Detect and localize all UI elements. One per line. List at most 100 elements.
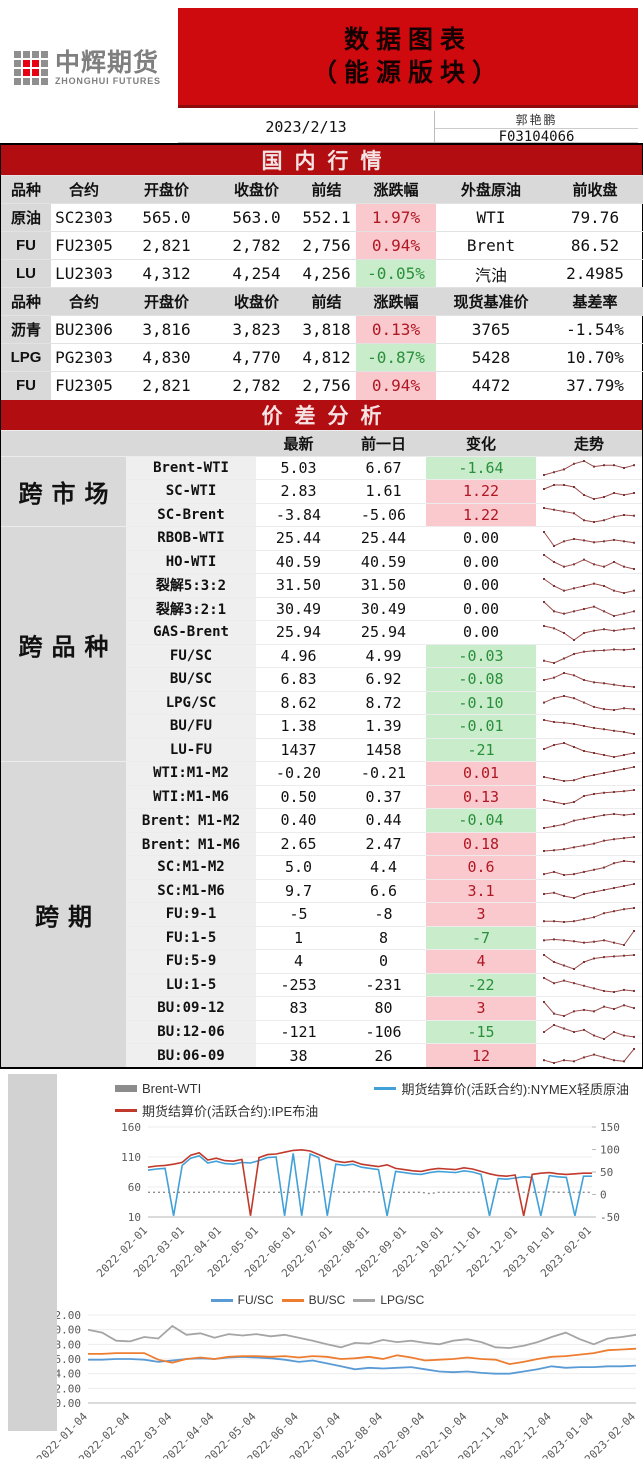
price-line-chart: 1601106010150100500-502022-02-012022-03-… <box>94 1121 620 1280</box>
sparkline-chart <box>543 789 635 806</box>
change-cell: 3 <box>426 996 536 1020</box>
domestic-data-row: 沥青 BU2306 3,816 3,823 3,818 0.13% 3765 -1.54% <box>1 315 643 344</box>
spread-name-cell: LU-FU <box>126 737 256 762</box>
spread-data-row: BU:09-12 83 80 3 <box>1 996 642 1020</box>
previous-cell: -5.06 <box>341 502 426 527</box>
sparkline-chart <box>543 601 635 618</box>
spread-data-row: FU:1-5 1 8 -7 <box>1 925 642 950</box>
trend-sparkline-cell <box>536 526 642 550</box>
prev-settle-cell: 4,812 <box>297 343 356 372</box>
ext-value-cell: -1.54% <box>546 315 643 344</box>
latest-cell: 40.59 <box>256 549 341 574</box>
left-gray-strip <box>8 1074 57 1431</box>
change-pct-cell: 0.13% <box>356 315 436 344</box>
ext-value-cell: 10.70% <box>546 343 643 372</box>
latest-cell: 0.50 <box>256 784 341 809</box>
svg-text:4.00: 4.00 <box>55 1368 82 1381</box>
svg-text:2.00: 2.00 <box>55 1382 82 1395</box>
open-cell: 4,312 <box>117 259 216 288</box>
variety-cell: FU <box>1 371 51 400</box>
latest-cell: 1.38 <box>256 714 341 738</box>
spread-data-row: LU:1-5 -253 -231 -22 <box>1 972 642 997</box>
change-cell: -0.03 <box>426 643 536 668</box>
domestic-header-cell: 合约 <box>51 175 117 204</box>
previous-cell: -231 <box>341 972 426 997</box>
trend-sparkline-cell <box>536 455 642 480</box>
spread-data-row: HO-WTI 40.59 40.59 0.00 <box>1 549 642 574</box>
spread-group-label: 跨市场 <box>1 455 126 527</box>
sparkline-chart <box>543 671 635 688</box>
previous-cell: 25.44 <box>341 526 426 550</box>
latest-cell: 5.0 <box>256 855 341 879</box>
change-cell: -15 <box>426 1019 536 1044</box>
close-cell: 2,782 <box>216 231 297 260</box>
contract-cell: FU2305 <box>51 371 117 400</box>
svg-text:0.00: 0.00 <box>55 1397 82 1410</box>
spread-name-cell: WTI:M1-M6 <box>126 784 256 809</box>
ext-value-cell: 2.4985 <box>546 259 643 288</box>
report-title-banner: 数据图表 （能源版块） <box>178 8 638 108</box>
latest-cell: 38 <box>256 1043 341 1067</box>
spread-name-cell: FU:1-5 <box>126 925 256 950</box>
spread-name-cell: HO-WTI <box>126 549 256 574</box>
spread-data-row: Brent：M1-M2 0.40 0.44 -0.04 <box>1 808 642 832</box>
trend-sparkline-cell <box>536 1043 642 1067</box>
change-cell: 0.00 <box>426 573 536 597</box>
spread-name-cell: BU:09-12 <box>126 996 256 1020</box>
change-cell: -22 <box>426 972 536 997</box>
spread-data-row: 裂解3:2:1 30.49 30.49 0.00 <box>1 596 642 621</box>
spread-name-cell: FU:5-9 <box>126 949 256 973</box>
sparkline-chart <box>543 765 635 782</box>
change-cell: 1.22 <box>426 502 536 527</box>
spread-data-row: SC-Brent -3.84 -5.06 1.22 <box>1 502 642 527</box>
trend-sparkline-cell <box>536 667 642 691</box>
trend-sparkline-cell <box>536 737 642 762</box>
legend-label: 期货结算价(活跃合约):IPE布油 <box>142 1103 319 1119</box>
spread-data-row: BU/SC 6.83 6.92 -0.08 <box>1 667 642 691</box>
change-cell: -1.64 <box>426 455 536 480</box>
sparkline-chart <box>543 695 635 712</box>
ratio-line-chart: 12.0010.008.006.004.002.000.002022-01-04… <box>34 1309 638 1464</box>
spread-data-row: 跨市场 Brent-WTI 5.03 6.67 -1.64 <box>1 455 642 527</box>
logo-squares-icon <box>14 51 48 85</box>
domestic-table: 品种 合约 开盘价 收盘价 前结 涨跌幅 外盘原油 前收盘 原油 SC2303 565.0 563.0… <box>1 175 643 400</box>
legend-nymex: 期货结算价(活跃合约):NYMEX轻质原油 <box>374 1079 629 1098</box>
svg-text:50: 50 <box>600 1166 613 1179</box>
spread-data-row: Brent：M1-M6 2.65 2.47 0.18 <box>1 831 642 856</box>
spread-name-cell: Brent：M1-M2 <box>126 808 256 832</box>
prev-settle-cell: 2,756 <box>297 371 356 400</box>
report-title-line2: （能源版块） <box>311 58 504 87</box>
previous-cell: 0.44 <box>341 808 426 832</box>
open-cell: 2,821 <box>117 231 216 260</box>
change-cell: 3 <box>426 902 536 926</box>
domestic-header-cell: 现货基准价 <box>436 287 546 316</box>
spread-name-cell: RBOB-WTI <box>126 526 256 550</box>
spread-data-row: 跨品种 RBOB-WTI 25.44 25.44 0.00 <box>1 526 642 762</box>
analyst-id: F03104066 <box>498 129 575 145</box>
sparkline-chart <box>543 718 635 735</box>
previous-cell: 80 <box>341 996 426 1020</box>
change-pct-cell: 1.97% <box>356 203 436 232</box>
latest-cell: 30.49 <box>256 596 341 621</box>
variety-cell: LU <box>1 259 51 288</box>
spread-header-cell <box>126 429 256 456</box>
contract-cell: BU2306 <box>51 315 117 344</box>
spread-name-cell: BU/FU <box>126 714 256 738</box>
domestic-header-cell: 开盘价 <box>117 287 216 316</box>
latest-cell: 4.96 <box>256 643 341 668</box>
previous-cell: 40.59 <box>341 549 426 574</box>
spread-banner: 价差分析 <box>1 399 642 430</box>
previous-cell: -0.21 <box>341 761 426 785</box>
svg-text:10: 10 <box>128 1211 141 1224</box>
legend-swatch-icon <box>115 1108 137 1112</box>
open-cell: 2,821 <box>117 371 216 400</box>
spread-data-row: LU-FU 1437 1458 -21 <box>1 737 642 762</box>
svg-text:60: 60 <box>128 1181 141 1194</box>
trend-sparkline-cell <box>536 1019 642 1044</box>
ext-name-cell: WTI <box>436 203 546 232</box>
sparkline-chart <box>543 812 635 829</box>
change-pct-cell: 0.94% <box>356 231 436 260</box>
trend-sparkline-cell <box>536 620 642 644</box>
change-cell: 4 <box>426 949 536 973</box>
svg-text:160: 160 <box>121 1121 141 1134</box>
